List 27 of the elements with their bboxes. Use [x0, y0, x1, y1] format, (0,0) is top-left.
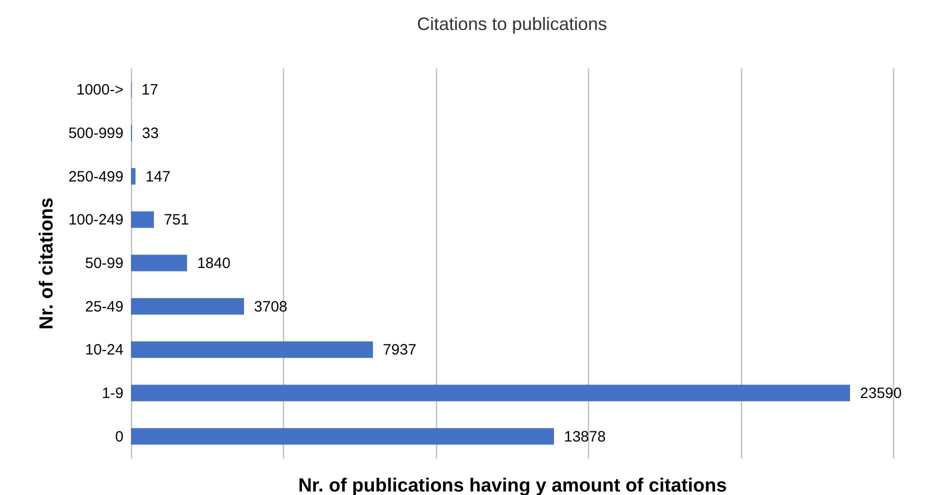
bar: [131, 211, 154, 228]
data-label: 23590: [860, 385, 902, 402]
y-tick-label: 25-49: [85, 298, 124, 316]
bar: [131, 168, 136, 185]
data-label: 751: [164, 212, 189, 229]
data-label: 13878: [564, 428, 606, 446]
y-tick-label: 50-99: [85, 255, 124, 272]
y-tick-label: 250-499: [68, 168, 124, 186]
data-label: 33: [142, 125, 159, 142]
bar: [131, 341, 373, 358]
y-tick-label: 1-9: [102, 385, 124, 402]
y-tick-label: 1000->: [76, 82, 124, 99]
bar: [131, 298, 244, 315]
bar: [131, 254, 188, 272]
y-tick-label: 10-24: [85, 342, 124, 359]
bar: [131, 384, 850, 402]
chart-title: Citations to publications: [416, 14, 608, 34]
data-label: 7937: [382, 342, 416, 359]
data-label: 147: [145, 168, 171, 186]
y-tick-label: 100-249: [68, 212, 124, 229]
data-label: 17: [142, 82, 158, 99]
data-label: 1840: [197, 255, 230, 272]
y-tick-label: 500-999: [68, 125, 124, 142]
bar: [131, 428, 554, 445]
y-axis-title: Nr. of citations: [36, 198, 58, 330]
data-label: 3708: [254, 298, 288, 316]
y-tick-label: 0: [115, 428, 124, 446]
